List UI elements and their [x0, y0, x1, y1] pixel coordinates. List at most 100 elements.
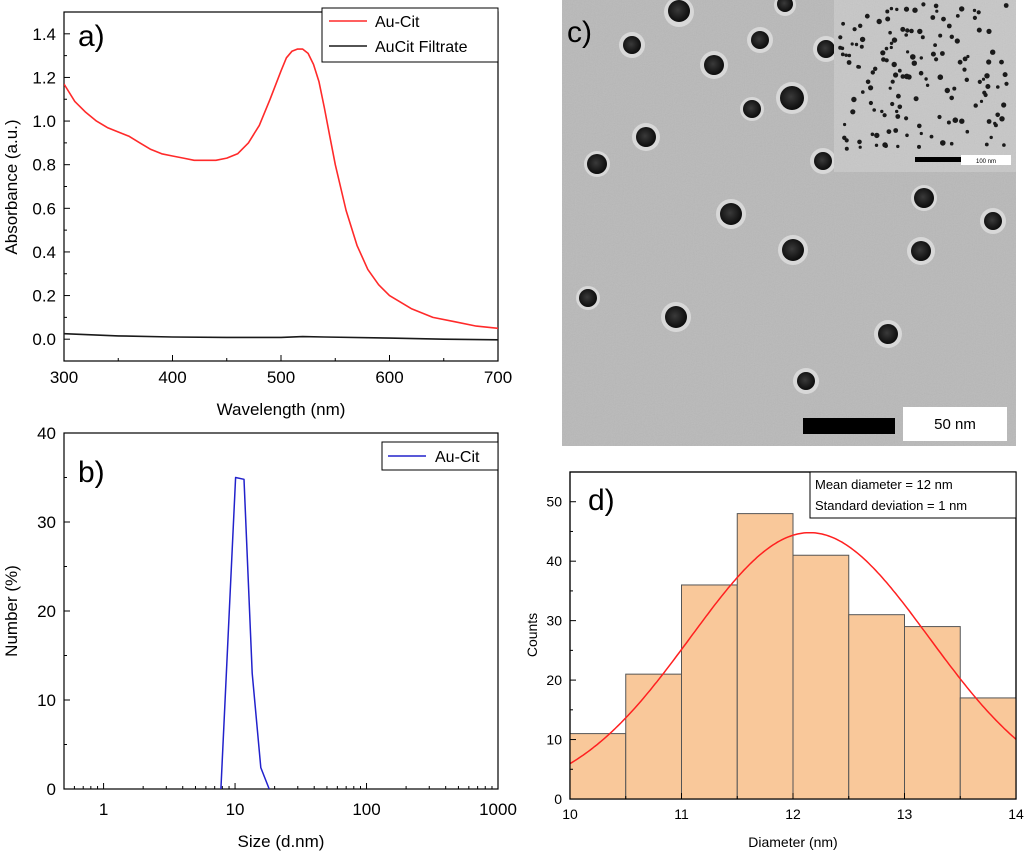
inset-particle: [957, 59, 963, 65]
inset-particle: [983, 92, 988, 98]
inset-particle: [937, 114, 942, 120]
inset-particle: [955, 14, 960, 18]
inset-particle: [856, 64, 860, 69]
inset-particle: [904, 73, 910, 80]
tem-scale-label: 50 nm: [934, 416, 976, 433]
inset-particle: [857, 139, 862, 145]
panel-a-xlabel: Wavelength (nm): [217, 400, 346, 419]
panel-b-xlabel: Size (d.nm): [238, 832, 325, 851]
inset-particle: [897, 68, 902, 73]
inset-particle: [911, 60, 917, 66]
a-ytick-label: 1.4: [32, 25, 56, 44]
b-series-line-0: [220, 476, 270, 789]
inset-particle: [890, 79, 895, 84]
inset-particle: [972, 15, 978, 20]
inset-particle: [929, 134, 934, 139]
inset-scale-label: 100 nm: [976, 159, 996, 165]
panel-b-label: b): [78, 456, 105, 489]
inset-particle: [891, 61, 897, 68]
inset-particle: [900, 26, 906, 32]
inset-particle: [868, 100, 874, 106]
inset-particle: [873, 66, 878, 72]
inset-particle: [949, 95, 954, 101]
inset-particle: [921, 2, 926, 7]
inset-particle: [977, 79, 982, 84]
inset-particle: [852, 27, 857, 32]
inset-particle: [999, 116, 1005, 122]
a-xtick-label: 600: [375, 368, 403, 387]
inset-particle: [850, 42, 854, 46]
inset-particle: [865, 79, 871, 85]
d-ytick-label: 0: [554, 791, 562, 807]
inset-particle: [876, 18, 882, 25]
histogram-bar: [625, 673, 682, 800]
inset-particle: [880, 50, 886, 56]
inset-particle: [847, 53, 852, 58]
inset-particle: [844, 53, 848, 57]
inset-particle: [919, 131, 923, 136]
inset-particle: [995, 112, 1000, 118]
inset-particle: [844, 146, 849, 151]
inset-particle: [858, 23, 863, 28]
inset-particle: [870, 132, 875, 137]
inset-particle: [938, 33, 943, 38]
inset-particle: [895, 7, 899, 12]
inset-particle: [933, 43, 937, 47]
panel-b-ylabel: Number (%): [2, 565, 21, 657]
d-ytick-label: 40: [546, 553, 562, 569]
panel-d-label: d): [588, 484, 615, 517]
inset-particle: [880, 109, 884, 114]
a-xtick-label: 400: [158, 368, 186, 387]
inset-particle: [910, 54, 916, 60]
inset-particle: [1002, 72, 1008, 78]
inset-particle: [889, 6, 894, 11]
inset-particle: [999, 59, 1004, 65]
inset-particle: [986, 119, 992, 124]
inset-particle: [976, 27, 982, 33]
inset-particle: [889, 41, 894, 45]
inset-particle: [918, 70, 924, 76]
inset-particle: [870, 70, 875, 75]
inset-particle: [850, 109, 856, 115]
inset-particle: [952, 86, 957, 91]
legend-label-au-cit: Au-Cit: [375, 14, 420, 31]
annotation-mean: Mean diameter = 12 nm: [815, 477, 953, 492]
b-xtick-label: 1000: [479, 800, 517, 819]
a-ytick-label: 0.6: [32, 199, 56, 218]
a-xtick-label: 700: [484, 368, 512, 387]
inset-particle: [924, 77, 928, 81]
inset-particle: [984, 73, 990, 79]
inset-particle: [872, 108, 876, 112]
d-xtick-label: 13: [897, 806, 913, 822]
inset-particle: [846, 60, 852, 65]
inset-particle: [934, 57, 939, 62]
d-xtick-label: 14: [1008, 806, 1024, 822]
inset-particle: [985, 84, 991, 89]
inset-particle: [959, 118, 965, 124]
inset-particle: [903, 6, 910, 12]
inset-scale-box: [961, 155, 1011, 165]
panel-b-frame: [63, 432, 499, 790]
inset-particle: [962, 67, 967, 72]
inset-particle: [979, 99, 984, 103]
histogram-bar: [792, 554, 850, 800]
inset-particle: [885, 9, 890, 14]
inset-particle: [973, 103, 978, 108]
panel-c-label: c): [567, 16, 592, 49]
inset-particle: [868, 85, 874, 91]
inset-particle: [881, 57, 886, 62]
b-ytick-label: 20: [37, 602, 56, 621]
inset-particle: [904, 116, 909, 121]
inset-particle: [842, 135, 847, 140]
inset-particle: [917, 144, 921, 149]
inset-particle: [917, 28, 923, 35]
inset-particle: [888, 30, 892, 35]
histogram-bar: [681, 584, 738, 800]
inset-particle: [940, 51, 945, 56]
inset-particle: [964, 77, 969, 83]
inset-particle: [912, 7, 918, 13]
inset-particle: [917, 123, 922, 129]
legend-label-aucit-filtrate: AuCit Filtrate: [375, 39, 468, 56]
inset-particle: [906, 50, 910, 54]
